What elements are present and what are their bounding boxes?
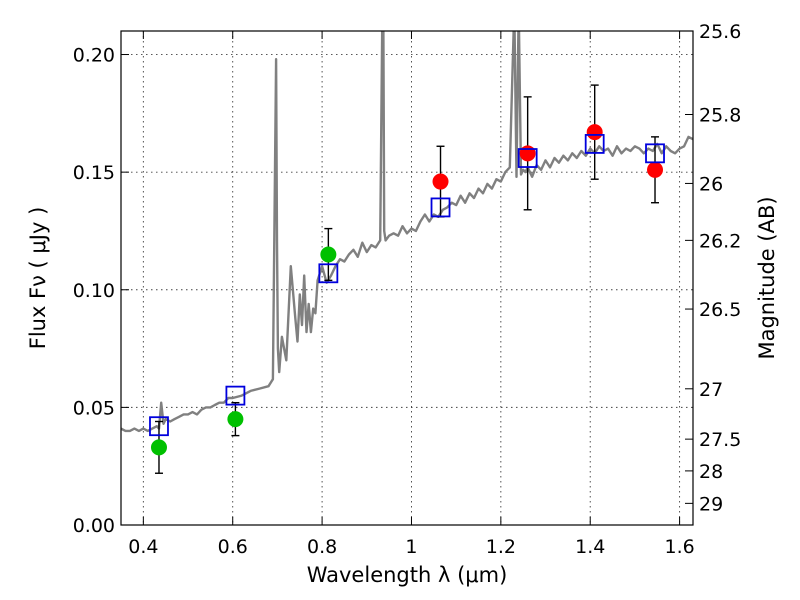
grid-lines — [121, 31, 693, 526]
model-flux-square — [318, 263, 339, 284]
y2-tick-label: 25.8 — [699, 105, 741, 127]
y2-tick-label: 25.6 — [699, 21, 741, 43]
photometry-point — [647, 161, 664, 178]
y-tick-label: 0.10 — [73, 280, 115, 302]
photometry-point — [519, 145, 536, 162]
x-tick-label: 0.4 — [128, 536, 158, 558]
model-spectrum-line — [121, 31, 693, 433]
model-flux-square — [225, 385, 246, 406]
y-tick-label: 0.20 — [73, 45, 115, 67]
photometry-point — [586, 124, 603, 141]
plot-frame — [120, 30, 694, 526]
photometry-point — [320, 246, 337, 263]
y-tick-label: 0.00 — [73, 515, 115, 537]
model-flux-square — [584, 134, 605, 154]
x-tick-label: 1 — [405, 536, 417, 558]
x-tick-label: 0.6 — [218, 536, 248, 558]
x-axis-label: Wavelength λ (μm) — [307, 563, 508, 587]
y-tick-label: 0.15 — [73, 162, 115, 184]
photometry-point — [432, 173, 449, 190]
plot-area — [121, 31, 693, 433]
y2-tick-label: 27.5 — [699, 429, 741, 451]
photometry-point — [227, 411, 244, 428]
y2-tick-label: 26.2 — [699, 230, 741, 252]
x-tick-label: 0.8 — [307, 536, 337, 558]
y2-tick-label: 29 — [699, 493, 723, 515]
model-flux-square — [517, 148, 538, 168]
model-flux-square — [645, 143, 665, 164]
markers — [149, 124, 665, 456]
x-tick-label: 1.4 — [575, 536, 605, 558]
photometry-point — [150, 439, 167, 456]
y2-tick-label: 27 — [699, 379, 723, 401]
model-flux-square — [430, 197, 451, 218]
y-tick-label: 0.05 — [73, 397, 115, 419]
x-tick-label: 1.2 — [486, 536, 516, 558]
y2-tick-label: 26.5 — [699, 299, 741, 321]
axis-ticks — [121, 30, 693, 526]
model-flux-square — [149, 416, 169, 437]
y2-axis-label: Magnitude (AB) — [755, 196, 779, 359]
tick-labels: 0.4 0.6 0.8 1 1.2 1.4 1.6 0.00 0.05 0.10 0.15 0.20 2… — [73, 21, 742, 558]
x-tick-label: 1.6 — [664, 536, 694, 558]
y2-tick-label: 28 — [699, 461, 723, 483]
y2-tick-label: 26 — [699, 173, 723, 195]
y-axis-label: Flux Fν ( μJy ) — [26, 207, 50, 350]
